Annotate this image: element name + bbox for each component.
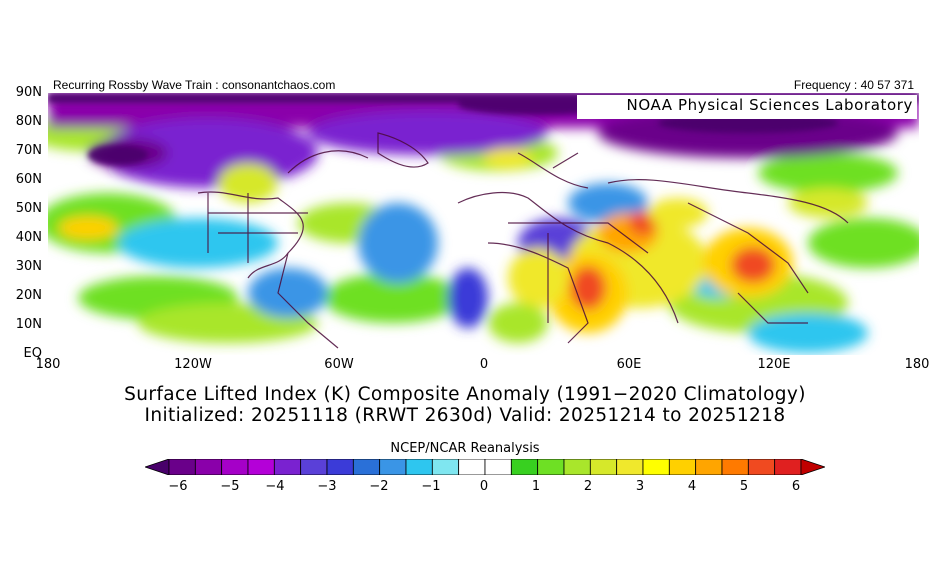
colorbar-swatch (668, 459, 697, 475)
lon-label-0: 0 (479, 357, 489, 372)
lat-label-90n: 90N (15, 85, 42, 100)
header-frequency-text: Frequency : 40 57 371 (793, 78, 914, 92)
colorbar-right-arrow (800, 459, 825, 475)
colorbar-swatch (563, 459, 591, 475)
lat-label-40n: 40N (15, 230, 42, 245)
anomaly-map (48, 93, 919, 355)
colorbar-swatch (747, 459, 776, 475)
colorbar-swatch (510, 459, 539, 475)
colorbar-tick-label: 4 (687, 479, 697, 494)
colorbar-title: NCEP/NCAR Reanalysis (390, 441, 540, 456)
colorbar-swatch (484, 459, 512, 475)
colorbar-left-arrow (145, 459, 170, 475)
lon-label-60e: 60E (616, 357, 642, 372)
colorbar-swatch (194, 459, 223, 475)
colorbar-swatch (247, 459, 275, 475)
colorbar-swatch (168, 459, 196, 475)
colorbar-tick-label: 1 (531, 479, 541, 494)
lat-label-60n: 60N (15, 172, 42, 187)
colorbar-swatch (721, 459, 749, 475)
colorbar-swatch (695, 459, 723, 475)
colorbar (145, 459, 825, 475)
colorbar-swatch (300, 459, 328, 475)
colorbar-tick-label: −6 (168, 479, 188, 494)
lon-label-120w: 120W (174, 357, 212, 372)
colorbar-swatch (352, 459, 381, 475)
colorbar-tick-label: −4 (265, 479, 285, 494)
colorbar-swatch (431, 459, 460, 475)
colorbar-tick-label: 0 (479, 479, 489, 494)
colorbar-swatch (326, 459, 354, 475)
noaa-label-box: NOAA Physical Sciences Laboratory (577, 95, 917, 119)
colorbar-tick-label: 3 (635, 479, 645, 494)
noaa-lab-text: NOAA Physical Sciences Laboratory (626, 96, 913, 114)
colorbar-swatch (221, 459, 249, 475)
colorbar-tick-label: 5 (739, 479, 749, 494)
colorbar-tick-label: 2 (583, 479, 593, 494)
colorbar-swatch (458, 459, 486, 475)
colorbar-swatch (589, 459, 618, 475)
lat-label-70n: 70N (15, 143, 42, 158)
colorbar-swatch (616, 459, 644, 475)
lat-label-30n: 30N (15, 259, 42, 274)
lat-label-20n: 20N (15, 288, 42, 303)
colorbar-swatch (273, 459, 302, 475)
lat-label-10n: 10N (15, 317, 42, 332)
colorbar-tick-label: −3 (317, 479, 337, 494)
colorbar-tick-label: −5 (220, 479, 240, 494)
title-line-2: Initialized: 20251118 (RRWT 2630d) Valid… (144, 405, 786, 426)
lat-label-80n: 80N (15, 114, 42, 129)
colorbar-swatch (379, 459, 407, 475)
colorbar-tick-label: −1 (421, 479, 441, 494)
lon-label-120e: 120E (757, 357, 791, 372)
lat-label-50n: 50N (15, 201, 42, 216)
lon-label-180w: 180 (35, 357, 61, 372)
colorbar-swatch (642, 459, 670, 475)
colorbar-swatch (537, 459, 565, 475)
lon-label-180e: 180 (904, 357, 930, 372)
lat-label-eq: EQ (23, 346, 42, 361)
colorbar-tick-label: −2 (369, 479, 389, 494)
colorbar-swatch (405, 459, 433, 475)
title-line-1: Surface Lifted Index (K) Composite Anoma… (124, 384, 806, 405)
colorbar-swatch (774, 459, 802, 475)
header-source-text: Recurring Rossby Wave Train : consonantc… (53, 78, 336, 92)
anomaly-map-field (48, 93, 919, 355)
colorbar-tick-label: 6 (791, 479, 801, 494)
lon-label-60w: 60W (324, 357, 354, 372)
